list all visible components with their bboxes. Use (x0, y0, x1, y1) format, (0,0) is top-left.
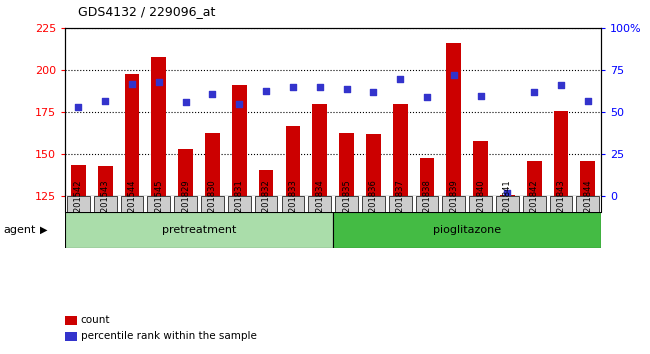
Text: pretreatment: pretreatment (162, 225, 236, 235)
Text: GSM201844: GSM201844 (583, 179, 592, 230)
Text: agent: agent (3, 225, 36, 235)
Bar (232, 85, 246, 196)
Text: GSM201835: GSM201835 (342, 179, 351, 230)
Text: GSM201829: GSM201829 (181, 179, 190, 230)
Point (315, 84, 325, 90)
Text: GSM201545: GSM201545 (154, 179, 163, 230)
Bar (469, 196, 492, 212)
Text: GSM201842: GSM201842 (530, 179, 539, 230)
Bar (259, 170, 274, 196)
Bar (174, 196, 197, 212)
Text: count: count (81, 315, 110, 325)
Point (261, 88, 271, 93)
Text: ▶: ▶ (40, 225, 48, 235)
Bar (366, 134, 381, 196)
Point (395, 76, 406, 81)
Bar (121, 196, 144, 212)
Bar (98, 166, 112, 196)
Bar (151, 57, 166, 196)
Bar (527, 161, 541, 196)
Bar (580, 161, 595, 196)
Text: GSM201841: GSM201841 (503, 179, 512, 230)
Bar (285, 126, 300, 196)
Bar (313, 104, 327, 196)
Bar (308, 196, 331, 212)
Text: GSM201838: GSM201838 (422, 179, 432, 230)
Bar (148, 196, 170, 212)
Point (207, 91, 218, 97)
Point (234, 101, 244, 107)
Bar (554, 111, 568, 196)
Text: GSM201836: GSM201836 (369, 179, 378, 230)
Point (153, 79, 164, 85)
Bar (362, 196, 385, 212)
Bar (255, 196, 278, 212)
Point (502, 190, 513, 196)
Bar (281, 196, 304, 212)
Point (288, 84, 298, 90)
Bar (415, 196, 438, 212)
Bar (65, 212, 333, 248)
Text: GSM201543: GSM201543 (101, 179, 110, 230)
Point (582, 98, 593, 103)
Bar (500, 195, 515, 196)
Point (556, 82, 566, 88)
Bar (447, 44, 461, 196)
Point (529, 89, 539, 95)
Point (448, 73, 459, 78)
Bar (496, 196, 519, 212)
Text: GSM201837: GSM201837 (396, 179, 405, 230)
Point (127, 81, 137, 87)
Bar (228, 196, 251, 212)
Point (73, 104, 84, 110)
Bar (339, 133, 354, 196)
Point (100, 98, 110, 103)
Bar (205, 133, 220, 196)
Bar (550, 196, 573, 212)
Text: GSM201843: GSM201843 (556, 179, 566, 230)
Point (368, 89, 378, 95)
Text: GDS4132 / 229096_at: GDS4132 / 229096_at (78, 5, 215, 18)
Point (475, 93, 486, 98)
Bar (94, 196, 116, 212)
Bar (71, 165, 86, 196)
Text: GSM201839: GSM201839 (449, 179, 458, 230)
Bar (420, 158, 434, 196)
Bar (443, 196, 465, 212)
Text: GSM201830: GSM201830 (208, 179, 217, 230)
Bar (201, 196, 224, 212)
Point (422, 95, 432, 100)
Text: GSM201544: GSM201544 (127, 179, 136, 230)
Text: GSM201840: GSM201840 (476, 179, 485, 230)
Text: GSM201832: GSM201832 (261, 179, 270, 230)
Bar (473, 141, 488, 196)
Bar (523, 196, 545, 212)
Bar (125, 74, 139, 196)
Point (181, 99, 191, 105)
Bar (335, 196, 358, 212)
Text: pioglitazone: pioglitazone (433, 225, 501, 235)
Bar (67, 196, 90, 212)
Text: GSM201833: GSM201833 (289, 179, 298, 230)
Bar (178, 149, 193, 196)
Bar (393, 104, 408, 196)
Point (341, 86, 352, 92)
Bar (333, 212, 601, 248)
Text: GSM201542: GSM201542 (74, 179, 83, 230)
Text: GSM201834: GSM201834 (315, 179, 324, 230)
Bar (389, 196, 411, 212)
Bar (577, 196, 599, 212)
Text: percentile rank within the sample: percentile rank within the sample (81, 331, 257, 341)
Text: GSM201831: GSM201831 (235, 179, 244, 230)
